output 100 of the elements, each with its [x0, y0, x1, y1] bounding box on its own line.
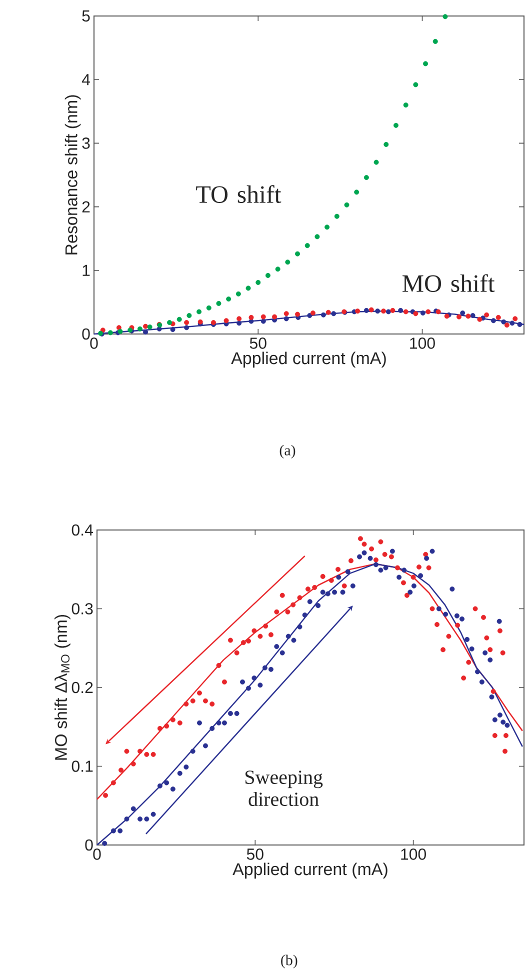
point	[246, 286, 251, 291]
point	[248, 314, 254, 320]
point	[375, 308, 380, 314]
point	[326, 310, 331, 315]
point	[248, 318, 254, 324]
point	[100, 328, 106, 333]
y-tick-label: 4	[82, 74, 90, 86]
y-tick-label: 2	[82, 201, 90, 212]
annotation: TO shift	[196, 185, 282, 204]
text: (b)	[281, 954, 298, 968]
point	[256, 280, 261, 285]
point	[504, 322, 510, 328]
point	[384, 142, 389, 147]
point	[186, 313, 192, 318]
point	[344, 202, 350, 208]
point	[442, 14, 448, 20]
point	[314, 234, 320, 240]
point	[206, 305, 212, 310]
point	[176, 316, 182, 322]
point	[310, 310, 316, 316]
point	[284, 316, 289, 322]
point	[236, 320, 242, 326]
point	[304, 243, 310, 248]
y-axis-title: MO shift Δλ$_{MO}$ (nm)	[54, 614, 70, 760]
point	[226, 296, 232, 302]
point	[354, 190, 360, 195]
annotation: Sweeping direction	[245, 770, 323, 806]
point	[403, 102, 408, 108]
point	[196, 309, 202, 314]
point	[386, 309, 391, 314]
point	[143, 324, 148, 329]
point	[260, 318, 266, 324]
point	[295, 251, 300, 256]
point	[275, 266, 280, 272]
y-tick-label: 0.1	[72, 760, 93, 772]
point	[108, 330, 113, 336]
y-tick-label: 0.2	[72, 682, 93, 694]
x-tick-label: 50	[246, 848, 264, 860]
point	[420, 310, 426, 316]
point	[284, 311, 289, 316]
x-axis-title: Applied current (mA)	[231, 352, 386, 368]
y-tick-label: 0	[85, 839, 93, 851]
y-axis-title: Resonance shift (nm)	[64, 95, 81, 254]
point	[368, 307, 374, 312]
point	[490, 318, 496, 324]
point	[413, 82, 418, 88]
point	[236, 291, 241, 296]
point	[456, 314, 462, 320]
point	[320, 312, 326, 318]
point	[390, 308, 396, 313]
point	[295, 312, 300, 317]
point	[484, 312, 490, 318]
x-tick-label: 100	[410, 338, 435, 349]
point	[272, 314, 278, 320]
point	[307, 313, 312, 318]
point	[355, 308, 360, 314]
y-tick-label: 0	[82, 328, 90, 340]
x-tick-label: 0	[93, 848, 101, 860]
y-tick-label: 3	[82, 138, 90, 149]
point	[137, 326, 142, 332]
point	[364, 175, 369, 180]
point	[265, 272, 270, 278]
point	[393, 122, 398, 128]
point	[496, 314, 501, 320]
point	[403, 309, 408, 314]
point	[147, 324, 152, 330]
point	[116, 325, 122, 330]
point	[260, 314, 266, 320]
y-tick-label: 0.4	[72, 524, 93, 536]
y-tick-label: 1	[82, 264, 90, 276]
point	[166, 320, 172, 326]
point	[470, 313, 476, 318]
point	[331, 311, 336, 316]
x-axis-title: Applied current (mA)	[232, 862, 388, 879]
point	[285, 260, 290, 265]
point	[170, 327, 176, 332]
point	[466, 314, 471, 319]
point	[477, 316, 482, 322]
point	[423, 61, 428, 66]
point	[236, 316, 242, 322]
point	[156, 326, 162, 332]
y-tick-label: 5	[82, 10, 90, 22]
point	[364, 308, 369, 313]
point	[324, 224, 330, 230]
point	[224, 318, 229, 324]
annotation: MO shift	[402, 274, 495, 292]
point	[510, 320, 515, 326]
point	[334, 214, 340, 219]
x-tick-label: 50	[250, 338, 266, 349]
point	[426, 309, 431, 314]
point	[184, 320, 190, 326]
x-tick-label: 100	[401, 848, 426, 860]
point	[374, 160, 379, 165]
point	[512, 316, 518, 322]
point	[381, 308, 386, 314]
point	[413, 311, 418, 316]
point	[432, 38, 438, 44]
point	[398, 308, 404, 313]
point	[184, 325, 190, 330]
point	[216, 300, 222, 306]
